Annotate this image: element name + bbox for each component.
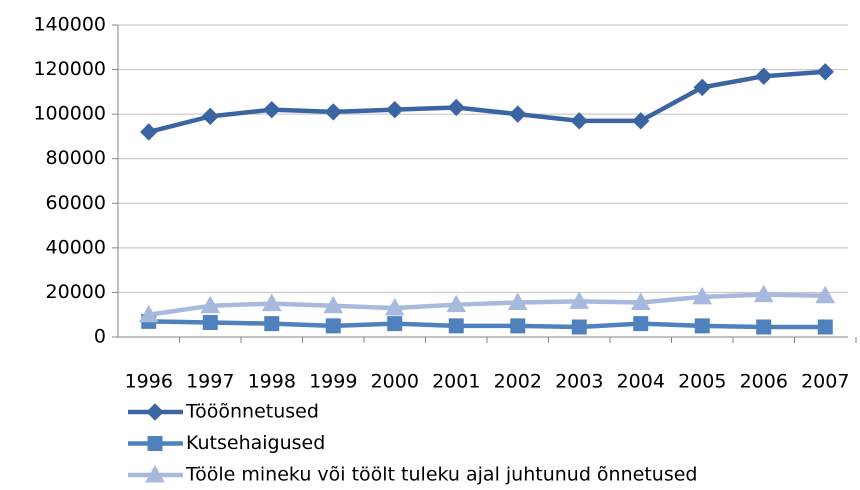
x-tick-label: 1998 [248, 371, 296, 393]
x-tick-label: 1996 [125, 371, 173, 393]
x-tick-label: 2003 [555, 371, 603, 393]
x-tick-label: 2004 [617, 371, 665, 393]
data-point [753, 284, 774, 303]
data-point [693, 78, 711, 97]
data-point [630, 292, 651, 310]
data-point [755, 67, 773, 85]
y-tick-label: 120000 [33, 58, 106, 80]
data-point [756, 319, 772, 335]
legend-marker [147, 436, 163, 451]
x-tick-label: 1999 [309, 371, 357, 393]
data-point [815, 285, 836, 304]
data-point [817, 319, 833, 335]
series-line [148, 292, 826, 317]
data-point [448, 318, 464, 334]
series-line [148, 319, 826, 330]
y-tick-label: 60000 [46, 192, 106, 214]
data-point [200, 295, 221, 314]
x-tick-label: 2005 [678, 371, 726, 393]
data-point [138, 304, 159, 323]
data-point [446, 294, 467, 313]
data-point [140, 123, 158, 141]
data-point [510, 318, 526, 334]
data-point [202, 315, 218, 331]
data-point [570, 112, 588, 130]
data-point [201, 107, 219, 126]
legend-marker [145, 464, 165, 483]
x-tick-label: 2001 [432, 371, 480, 393]
data-point [263, 100, 281, 119]
y-tick-label: 20000 [46, 281, 106, 303]
legend-label: Kutsehaigused [186, 432, 325, 454]
x-tick-label: 2006 [740, 371, 788, 393]
data-point [816, 63, 834, 81]
legend-label: Tööõnnetused [185, 401, 319, 423]
legend-marker [146, 403, 164, 421]
x-tick-label: 2000 [371, 371, 419, 393]
data-point [325, 318, 341, 334]
data-point [261, 293, 282, 312]
data-point [509, 105, 527, 123]
y-tick-label: 0 [94, 326, 106, 348]
series-line [148, 69, 826, 135]
y-tick-label: 80000 [46, 147, 106, 169]
data-point [692, 286, 713, 305]
x-tick-label: 1997 [186, 371, 234, 393]
x-tick-label: 2007 [801, 371, 849, 393]
data-point [632, 112, 650, 130]
data-point [694, 318, 710, 334]
legend-label: Tööle mineku või töölt tuleku ajal juhtu… [185, 464, 697, 486]
y-tick-label: 100000 [33, 103, 106, 125]
data-point [323, 295, 344, 314]
data-point [569, 291, 590, 309]
data-point [507, 292, 528, 310]
x-tick-label: 2002 [494, 371, 542, 393]
data-point [264, 316, 280, 332]
data-point [571, 319, 587, 335]
data-point [386, 100, 404, 119]
y-tick-label: 40000 [46, 236, 106, 258]
data-point [384, 298, 405, 316]
data-point [387, 316, 403, 332]
data-point [324, 103, 342, 121]
y-tick-label: 140000 [33, 14, 106, 36]
data-point [633, 316, 649, 332]
data-point [447, 98, 465, 117]
